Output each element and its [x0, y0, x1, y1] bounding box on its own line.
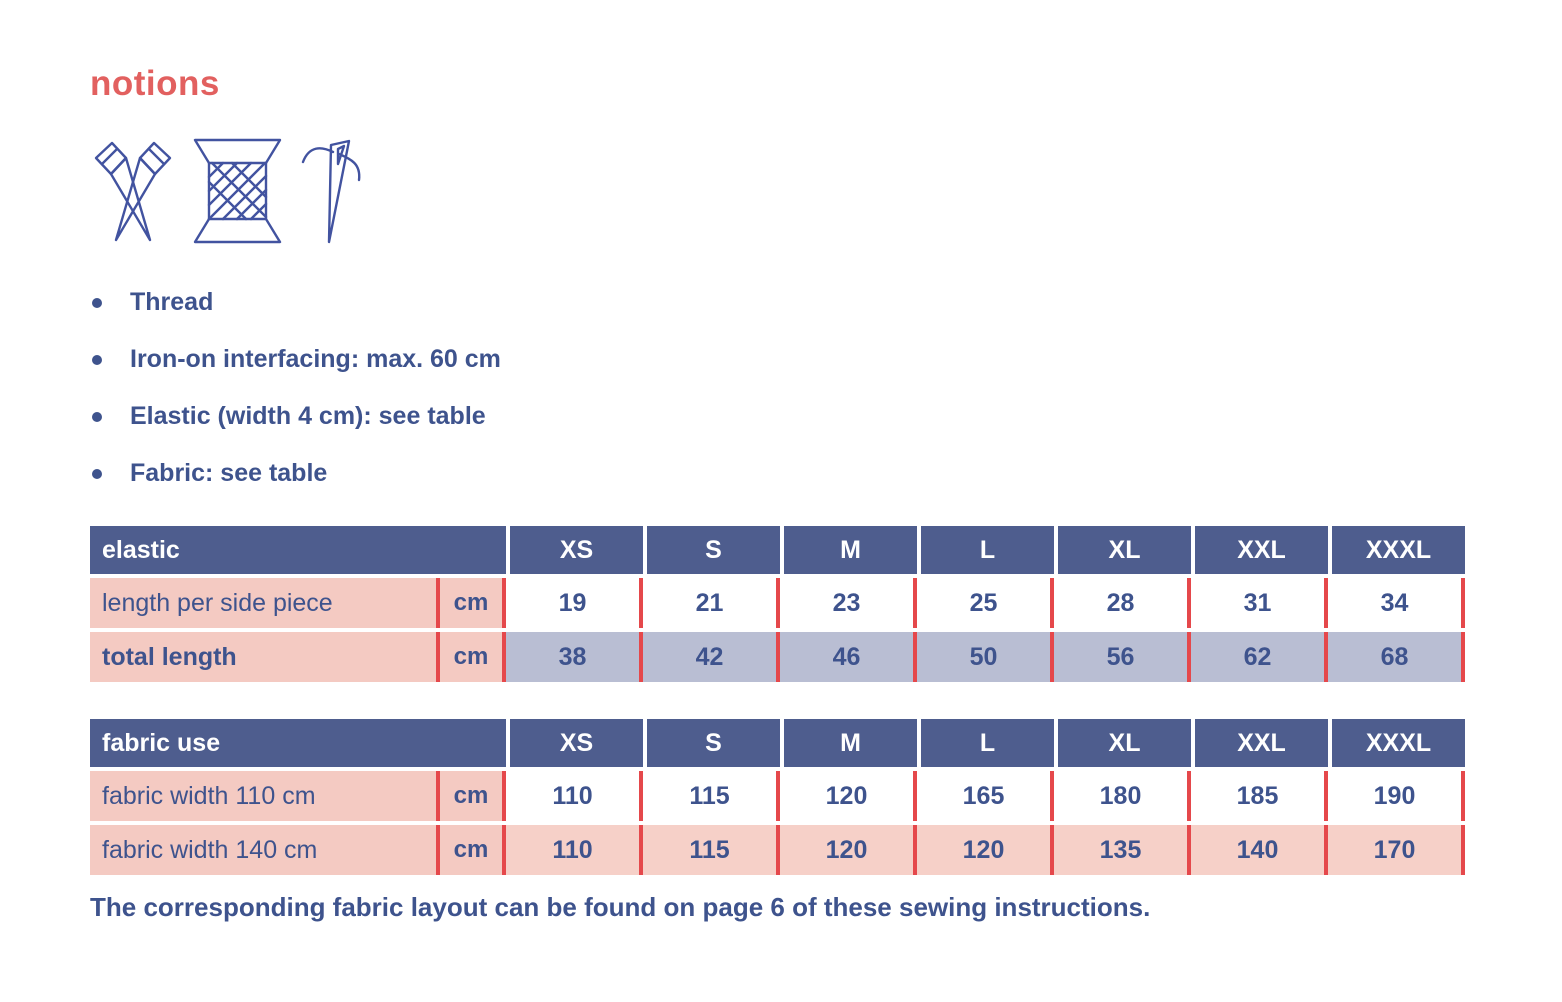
list-item-label: Thread: [130, 288, 214, 316]
unit-cell: cm: [440, 771, 506, 821]
value-cell: 56: [1054, 632, 1191, 682]
value-cell: 120: [780, 771, 917, 821]
value-cell: 42: [643, 632, 780, 682]
notions-list: Thread Iron-on interfacing: max. 60 cm E…: [90, 274, 1472, 502]
value-cell: 165: [917, 771, 1054, 821]
list-item-interfacing: Iron-on interfacing: max. 60 cm: [90, 331, 1472, 388]
list-item-label: Fabric: see table: [130, 459, 328, 487]
value-cell: 25: [917, 578, 1054, 628]
bullet-icon: [92, 297, 102, 308]
bullet-icon: [92, 411, 102, 422]
page-title: notions: [90, 64, 220, 103]
size-col-header: L: [917, 719, 1054, 767]
size-col-header: S: [643, 526, 780, 574]
thread-spool-icon: [193, 138, 282, 244]
size-col-header: XS: [506, 526, 643, 574]
bullet-icon: [92, 468, 102, 479]
value-cell: 21: [643, 578, 780, 628]
bullet-icon: [92, 354, 102, 365]
value-cell: 120: [917, 825, 1054, 875]
size-col-header: M: [780, 719, 917, 767]
size-col-header: M: [780, 526, 917, 574]
notions-icons: [90, 138, 1472, 248]
value-cell: 31: [1191, 578, 1328, 628]
value-cell: 46: [780, 632, 917, 682]
value-cell: 68: [1328, 632, 1465, 682]
list-item-thread: Thread: [90, 274, 1472, 331]
size-col-header: XL: [1054, 719, 1191, 767]
size-col-header: XXXL: [1328, 526, 1465, 574]
fabric-use-table: fabric use XS S M L XL XXL XXXL fabric w…: [90, 719, 1465, 875]
size-col-header: XXL: [1191, 719, 1328, 767]
value-cell: 62: [1191, 632, 1328, 682]
elastic-table: elastic XS S M L XL XXL XXXL length per …: [90, 526, 1465, 682]
unit-cell: cm: [440, 578, 506, 628]
size-col-header: XXL: [1191, 526, 1328, 574]
size-col-header: S: [643, 719, 780, 767]
scissors-icon: [94, 141, 172, 242]
needle-icon: [301, 139, 361, 244]
footer-note: The corresponding fabric layout can be f…: [90, 892, 1151, 922]
value-cell: 180: [1054, 771, 1191, 821]
value-cell: 28: [1054, 578, 1191, 628]
value-cell: 38: [506, 632, 643, 682]
table-title-cell: elastic: [90, 526, 506, 574]
list-item-fabric: Fabric: see table: [90, 445, 1472, 502]
row-label-cell: fabric width 140 cm: [90, 825, 440, 875]
value-cell: 140: [1191, 825, 1328, 875]
value-cell: 50: [917, 632, 1054, 682]
unit-cell: cm: [440, 632, 506, 682]
value-cell: 120: [780, 825, 917, 875]
list-item-elastic: Elastic (width 4 cm): see table: [90, 388, 1472, 445]
size-col-header: XXXL: [1328, 719, 1465, 767]
value-cell: 190: [1328, 771, 1465, 821]
value-cell: 110: [506, 771, 643, 821]
value-cell: 115: [643, 825, 780, 875]
row-label-cell: total length: [90, 632, 440, 682]
size-col-header: XS: [506, 719, 643, 767]
value-cell: 110: [506, 825, 643, 875]
value-cell: 34: [1328, 578, 1465, 628]
row-label-cell: length per side piece: [90, 578, 440, 628]
unit-cell: cm: [440, 825, 506, 875]
value-cell: 135: [1054, 825, 1191, 875]
table-title-cell: fabric use: [90, 719, 506, 767]
value-cell: 19: [506, 578, 643, 628]
list-item-label: Elastic (width 4 cm): see table: [130, 402, 486, 430]
value-cell: 185: [1191, 771, 1328, 821]
value-cell: 23: [780, 578, 917, 628]
list-item-label: Iron-on interfacing: max. 60 cm: [130, 345, 501, 373]
value-cell: 170: [1328, 825, 1465, 875]
size-col-header: XL: [1054, 526, 1191, 574]
value-cell: 115: [643, 771, 780, 821]
size-col-header: L: [917, 526, 1054, 574]
row-label-cell: fabric width 110 cm: [90, 771, 440, 821]
